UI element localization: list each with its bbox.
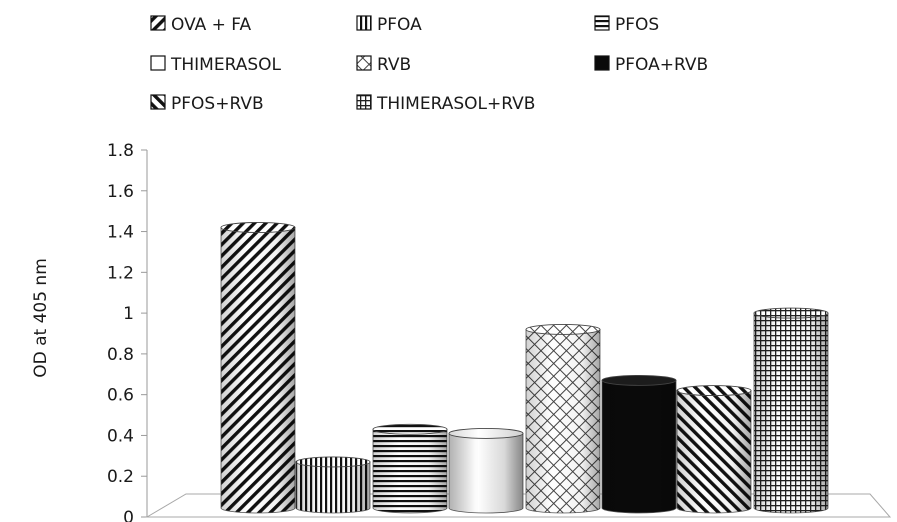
- y-axis-label: OD at 405 nm: [31, 258, 51, 378]
- bar-pfoa-rvb: PFOA+RVB: 0.67: [601, 374, 677, 514]
- legend-item-thimerasol-rvb: THIMERASOL+RVB: [356, 94, 535, 114]
- bars: OVA + FA: 1.42PFOA: 0.27PFOS: 0.43THIMER…: [220, 222, 829, 514]
- legend-label: PFOS: [615, 15, 659, 35]
- bar-pfoa: PFOA: 0.27: [295, 456, 371, 514]
- bar-top: [753, 307, 829, 319]
- bar-top: [372, 423, 448, 435]
- bar-shading: [449, 433, 523, 513]
- bar-top: [220, 222, 296, 233]
- legend-label: PFOA: [377, 15, 422, 35]
- bar-shading: [221, 227, 295, 513]
- bar-pfos-rvb: PFOS+RVB: 0.62: [676, 385, 752, 514]
- bar-top: [295, 456, 371, 468]
- bar-shading: [677, 390, 751, 513]
- bar-top: [525, 323, 601, 335]
- legend-item-pfoa: PFOA: [356, 15, 422, 35]
- y-tick-label: 0.8: [107, 345, 134, 365]
- bar-shading: [754, 313, 828, 513]
- legend-item-thimerasol: THIMERASOL: [150, 55, 282, 75]
- legend-item-rvb: RVB: [356, 55, 411, 75]
- bar-thimerasol-rvb: THIMERASOL+RVB: 1: [753, 307, 829, 514]
- bar-thimerasol: THIMERASOL: 0.41: [448, 427, 524, 514]
- y-tick-label: 1.4: [107, 223, 134, 243]
- y-axis: 0 0.2 0.4 0.6 0.8 1 1.2 1.4 1.6 1.8: [107, 141, 148, 522]
- y-tick-label: 1.8: [107, 141, 134, 161]
- legend-swatch: [356, 15, 372, 31]
- bar-ova-fa: OVA + FA: 1.42: [220, 222, 296, 514]
- legend-label: PFOA+RVB: [615, 55, 708, 75]
- legend-swatch: [594, 55, 610, 71]
- legend-label: PFOS+RVB: [171, 94, 264, 114]
- bar-top: [601, 374, 677, 386]
- y-tick-label: 0.2: [107, 467, 134, 487]
- y-tick-label: 1.2: [107, 263, 134, 283]
- bar-shading: [296, 461, 370, 513]
- bar-rvb: RVB: 0.92: [525, 323, 601, 514]
- y-tick-label: 1.6: [107, 182, 134, 202]
- legend-swatch: [150, 94, 166, 110]
- legend-swatch: [356, 55, 372, 71]
- legend-label: THIMERASOL+RVB: [376, 94, 535, 114]
- legend-item-pfoa-rvb: PFOA+RVB: [594, 55, 708, 75]
- legend-swatch: [150, 55, 166, 71]
- legend-swatch: [356, 94, 372, 110]
- y-tick-label: 1: [123, 304, 134, 324]
- bar-pfos: PFOS: 0.43: [372, 423, 448, 514]
- y-tick-label: 0.6: [107, 386, 134, 406]
- legend-item-pfos: PFOS: [594, 15, 659, 35]
- bar-shading: [602, 380, 676, 513]
- y-tick-label: 0.4: [107, 426, 134, 446]
- legend: OVA + FA PFOA PFOS THIMERASOL RVB PFOA+RVB PFO…: [150, 15, 708, 114]
- legend-item-ova-fa: OVA + FA: [150, 15, 252, 35]
- legend-swatch: [594, 15, 610, 31]
- bar-top: [676, 385, 752, 397]
- legend-swatch: [150, 15, 166, 31]
- bar-top: [448, 427, 524, 439]
- bar-shading: [373, 429, 447, 513]
- legend-label: RVB: [377, 55, 411, 75]
- legend-label: THIMERASOL: [170, 55, 282, 75]
- y-tick-label: 0: [123, 508, 134, 522]
- legend-label: OVA + FA: [171, 15, 252, 35]
- bar-shading: [526, 329, 600, 513]
- legend-item-pfos-rvb: PFOS+RVB: [150, 94, 264, 114]
